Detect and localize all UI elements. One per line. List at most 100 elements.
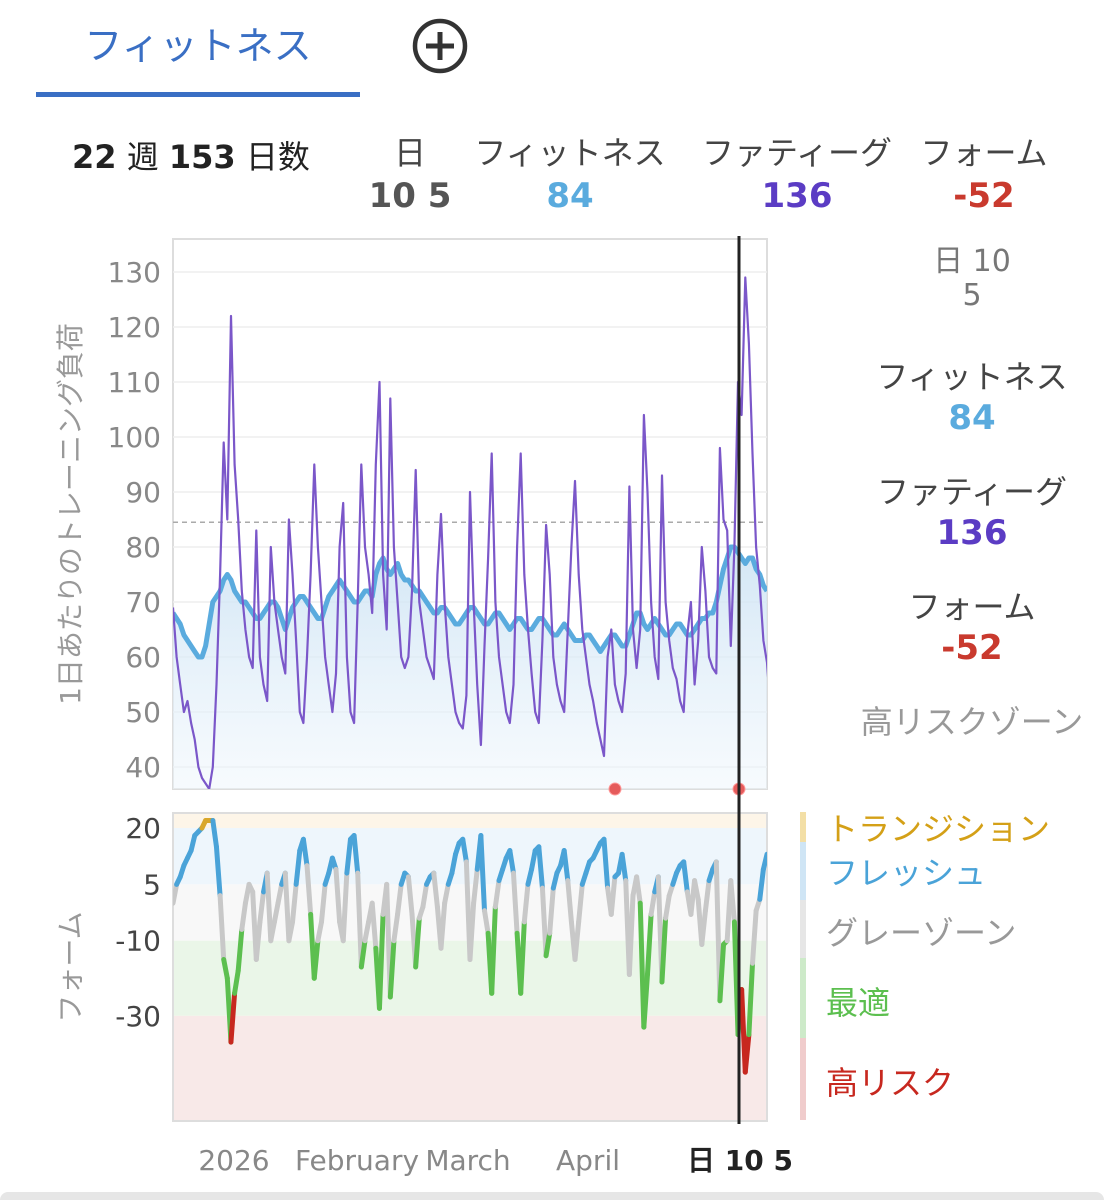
- side-fatigue-label: ファティーグ: [876, 473, 1068, 511]
- form-line-segment: [634, 874, 643, 906]
- form-line-segment: [300, 836, 310, 869]
- y-tick-label: 40: [125, 751, 161, 784]
- form-y-tick-label: 20: [125, 812, 161, 845]
- form-line-segment: [543, 930, 553, 959]
- form-line-segment: [333, 866, 343, 925]
- form-line-segment: [253, 919, 263, 962]
- form-line-segment: [268, 919, 277, 944]
- legend-optimal: 最適: [826, 984, 891, 1022]
- form-line-segment: [438, 900, 448, 951]
- form-y-tick-label: -30: [115, 1000, 161, 1033]
- form-line-segment: [311, 938, 321, 981]
- form-line-segment: [471, 866, 480, 906]
- form-y-tick-label: -10: [115, 925, 161, 958]
- form-line-segment: [217, 893, 227, 962]
- form-line-segment: [282, 870, 292, 944]
- fatigue-series-line: [173, 276, 767, 789]
- form-line-segment: [576, 881, 585, 925]
- form-line-segment: [467, 900, 477, 962]
- y-tick-label: 80: [125, 531, 161, 564]
- form-zone-band: [173, 1015, 767, 1121]
- form-line-segment: [340, 870, 350, 944]
- form-line-segment: [760, 851, 767, 872]
- y-tick-label: 70: [125, 586, 161, 619]
- y-tick-label: 50: [125, 696, 161, 729]
- form-line-segment: [681, 859, 690, 895]
- form-line-segment: [286, 919, 296, 944]
- legend-transition: トランジション: [826, 810, 1051, 848]
- x-tick-label: 日 10 5: [687, 1144, 793, 1177]
- form-line-segment: [228, 990, 238, 1045]
- stat-date-value: 10 5: [368, 176, 452, 216]
- form-line-segment: [376, 911, 386, 1011]
- side-fitness-value: 84: [948, 398, 996, 438]
- form-line-segment: [213, 844, 223, 899]
- weeks-unit: 週: [126, 138, 159, 176]
- form-line-segment: [492, 878, 502, 910]
- form-line-segment: [369, 900, 379, 951]
- form-line-segment: [271, 900, 281, 925]
- form-line-segment: [395, 881, 404, 917]
- days-unit: 日数: [245, 138, 310, 176]
- form-line-segment: [293, 848, 303, 887]
- form-line-segment: [746, 960, 756, 1038]
- y-tick-label: 60: [125, 641, 161, 674]
- stat-fitness-value: 84: [546, 176, 594, 216]
- fitness-area: [173, 547, 767, 789]
- form-line-segment: [460, 836, 469, 865]
- form-line-segment: [232, 968, 241, 996]
- stat-fatigue-label: ファティーグ: [701, 134, 893, 172]
- form-line-segment: [442, 881, 451, 906]
- form-line-segment: [619, 851, 629, 884]
- side-fitness: フィットネス 84: [862, 352, 1082, 438]
- stat-form-value: -52: [953, 176, 1015, 216]
- legend-grey: グレーゾーン: [826, 914, 1017, 952]
- form-line-segment: [529, 848, 538, 872]
- x-tick-label: 2026: [198, 1144, 269, 1177]
- form-line-segment: [648, 889, 658, 917]
- tab-fitness[interactable]: フィットネス: [36, 0, 360, 97]
- form-line-segment: [608, 874, 618, 917]
- stat-form: フォーム -52: [914, 128, 1054, 216]
- bottom-sheet-edge: [0, 1192, 1104, 1200]
- form-line-segment: [319, 881, 328, 925]
- side-fitness-label: フィットネス: [876, 358, 1068, 396]
- x-tick-label: February: [295, 1144, 419, 1177]
- form-line-segment: [507, 848, 516, 876]
- side-form-value: -52: [941, 628, 1003, 668]
- form-line-segment: [304, 863, 314, 917]
- add-tab-button[interactable]: [412, 18, 468, 74]
- form-line-segment: [728, 878, 737, 925]
- form-line-segment: [358, 938, 368, 970]
- form-line-segment: [235, 926, 245, 974]
- form-line-segment: [601, 836, 611, 891]
- form-line-segment: [257, 889, 267, 925]
- form-line-segment: [275, 881, 285, 906]
- form-line-segment: [659, 915, 669, 985]
- form-line-segment: [351, 833, 361, 876]
- form-line-segment: [188, 833, 198, 854]
- form-line-segment: [420, 881, 430, 910]
- form-line-segment: [742, 1032, 752, 1075]
- form-line-segment: [641, 972, 650, 1030]
- form-line-segment: [663, 893, 672, 921]
- y-tick-label: 100: [108, 421, 161, 454]
- form-line-segment: [290, 881, 299, 925]
- side-fatigue: ファティーグ 136: [862, 467, 1082, 553]
- stat-date-label: 日: [393, 134, 426, 172]
- form-line-segment: [405, 874, 415, 917]
- stat-fatigue-value: 136: [761, 176, 833, 216]
- form-line-segment: [702, 878, 712, 914]
- event-marker: [608, 782, 622, 796]
- high-risk-zone-bar: [800, 1038, 806, 1120]
- training-load-charts[interactable]: 40 50 60 70 80 90 100 110 120 130 1日あたりのトレーニング負荷 20…: [0, 230, 800, 1190]
- form-line-segment: [391, 911, 401, 944]
- y-tick-label: 110: [108, 366, 161, 399]
- form-line-segment: [264, 870, 274, 944]
- side-date-line2: 5: [962, 278, 982, 313]
- y-axis-label: 1日あたりのトレーニング負荷: [54, 323, 87, 705]
- form-zone-band: [173, 828, 767, 885]
- form-line-segment: [525, 866, 535, 887]
- optimal-zone-bar: [800, 958, 806, 1038]
- form-line-segment: [565, 878, 574, 925]
